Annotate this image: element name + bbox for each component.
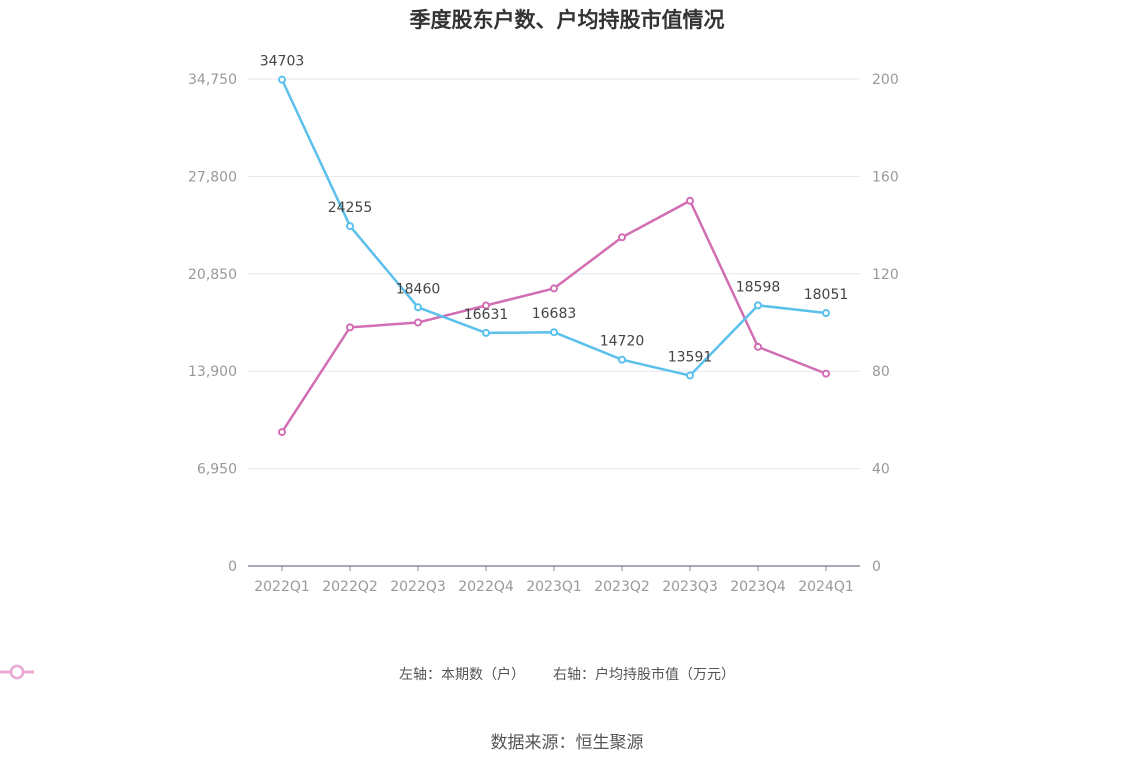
x-tick-label: 2023Q3 (662, 579, 718, 595)
data-label: 24255 (328, 200, 373, 216)
right-tick-label: 160 (872, 169, 899, 185)
data-point-right (618, 233, 626, 242)
grid-lines (248, 78, 860, 567)
data-point-right (482, 301, 490, 310)
left-tick-label: 27,800 (188, 169, 237, 185)
data-label: 34703 (260, 54, 305, 70)
left-tick-label: 6,950 (197, 462, 237, 478)
data-label: 18598 (736, 279, 781, 295)
data-point-right (822, 369, 830, 378)
left-tick-label: 0 (228, 559, 237, 575)
x-tick-label: 2023Q2 (594, 579, 650, 595)
x-tick-label: 2024Q1 (798, 579, 854, 595)
data-point-right (278, 428, 286, 437)
right-tick-label: 200 (872, 72, 899, 88)
data-label: 13591 (668, 350, 713, 366)
data-point-left (482, 328, 490, 337)
data-point-left (346, 222, 354, 231)
left-tick-label: 20,850 (188, 267, 237, 283)
x-tick-label: 2022Q4 (458, 579, 514, 595)
data-labels: 34703 24255 18460 16631 16683 14720 13591 18598… (260, 54, 849, 366)
data-point-left (550, 328, 558, 337)
legend-marker-pink (0, 664, 34, 680)
legend-label-right-series: 右轴：户均持股市值（万元） (553, 667, 735, 683)
data-point-left (686, 371, 694, 380)
data-label: 18051 (804, 287, 849, 303)
right-tick-label: 120 (872, 267, 899, 283)
right-tick-label: 0 (872, 559, 881, 575)
right-tick-label: 40 (872, 462, 890, 478)
data-label: 16683 (532, 306, 577, 322)
left-tick-label: 13,900 (188, 364, 237, 380)
data-point-right (414, 318, 422, 327)
legend-label-left-series: 左轴：本期数（户） (399, 667, 525, 683)
data-source: 数据来源：恒生聚源 (490, 733, 644, 753)
legend-item-right-series[interactable]: 右轴：户均持股市值（万元） (0, 664, 735, 684)
legend: 左轴：本期数（户） 右轴：户均持股市值（万元） (0, 664, 1134, 684)
data-point-left (618, 355, 626, 364)
data-point-right (346, 323, 354, 332)
data-point-right (550, 284, 558, 293)
x-tick-label: 2022Q2 (322, 579, 378, 595)
left-axis-ticks: 0 6,950 13,900 20,850 27,800 34,750 (188, 72, 237, 575)
right-axis-ticks: 0 40 80 120 160 200 (872, 72, 899, 575)
data-label: 14720 (600, 334, 645, 350)
x-tick-label: 2022Q1 (254, 579, 310, 595)
data-point-right (686, 196, 694, 205)
legend-item-left-series[interactable]: 左轴：本期数（户） (0, 664, 525, 684)
series-lines (280, 79, 827, 433)
x-tick-label: 2022Q3 (390, 579, 446, 595)
series-points (278, 75, 830, 437)
data-point-left (414, 303, 422, 312)
line-chart: 0 6,950 13,900 20,850 27,800 34,750 0 40 80 120 1… (188, 54, 899, 595)
data-point-right (754, 342, 762, 351)
right-tick-label: 80 (872, 364, 890, 380)
chart-title: 季度股东户数、户均持股市值情况 (409, 8, 725, 32)
data-point-left (278, 75, 286, 84)
x-tick-label: 2023Q4 (730, 579, 786, 595)
data-label: 16631 (464, 307, 509, 323)
data-point-left (822, 309, 830, 318)
x-tick-label: 2023Q1 (526, 579, 582, 595)
data-label: 18460 (396, 281, 441, 297)
data-point-left (754, 301, 762, 310)
left-tick-label: 34,750 (188, 72, 237, 88)
x-axis-ticks: 2022Q1 2022Q2 2022Q3 2022Q4 2023Q1 2023Q2 2023… (254, 566, 854, 595)
